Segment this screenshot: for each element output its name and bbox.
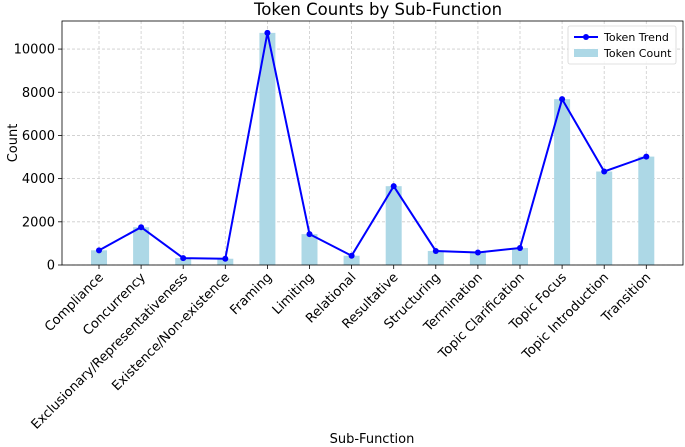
bar — [385, 186, 402, 265]
trend-point — [348, 252, 355, 259]
trend-point — [601, 168, 608, 175]
trend-point — [643, 153, 650, 160]
y-tick-label: 2000 — [22, 215, 55, 230]
trend-point — [138, 224, 145, 231]
line-series — [96, 29, 650, 262]
bar — [217, 258, 234, 265]
bar — [91, 250, 107, 265]
trend-line — [98, 32, 647, 260]
trend-point — [474, 249, 481, 256]
bar — [301, 234, 318, 265]
y-tick-label: 8000 — [22, 86, 55, 101]
bar-series — [91, 32, 655, 266]
legend-line-marker — [583, 34, 589, 40]
legend: Token Trend Token Count — [567, 25, 677, 65]
y-axis-label: Count — [6, 124, 21, 163]
plot-frame — [61, 20, 684, 266]
trend-point — [264, 29, 271, 36]
bar — [133, 227, 150, 265]
x-axis-label: Sub-Function — [330, 432, 415, 447]
bar — [512, 247, 528, 265]
bar — [469, 252, 486, 265]
trend-point — [180, 255, 187, 262]
bar — [343, 255, 360, 265]
bar — [638, 156, 655, 265]
trend-point — [432, 247, 439, 254]
chart-title: Token Counts by Sub-Function — [253, 0, 502, 19]
x-tick-label: Framing — [227, 270, 275, 318]
legend-label: Token Count — [603, 47, 672, 60]
axes: 0200040006000800010000ComplianceConcurre… — [14, 20, 684, 433]
trend-point — [517, 244, 523, 251]
legend-label: Token Trend — [603, 31, 669, 44]
y-tick-label: 6000 — [22, 129, 55, 144]
bar — [175, 258, 192, 265]
trend-point — [96, 247, 102, 254]
y-tick-label: 10000 — [14, 43, 55, 58]
trend-point — [559, 96, 566, 103]
trend-point — [306, 231, 313, 238]
trend-point — [390, 183, 397, 190]
y-tick-label: 0 — [47, 259, 55, 274]
bar — [427, 250, 444, 265]
trend-point — [222, 255, 229, 262]
bar — [554, 99, 571, 265]
x-tick-label: Exclusionary/Representativeness — [29, 270, 192, 433]
bar — [259, 32, 276, 266]
legend-bar-swatch — [574, 49, 598, 57]
y-tick-label: 4000 — [22, 172, 55, 187]
bar — [596, 171, 613, 265]
